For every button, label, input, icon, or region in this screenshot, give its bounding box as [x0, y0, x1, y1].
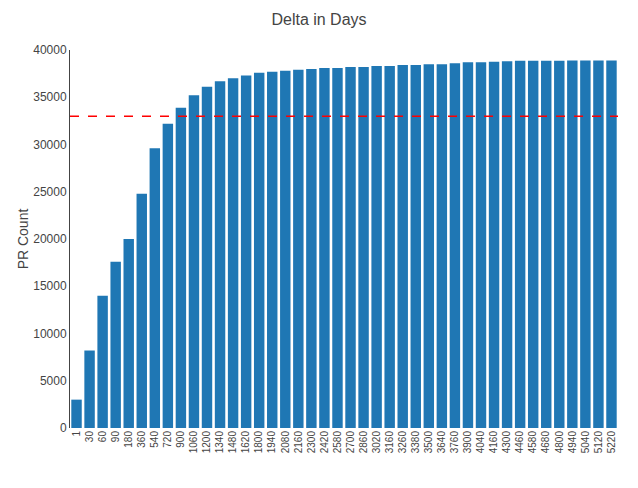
- svg-text:5220: 5220: [606, 431, 617, 454]
- svg-text:3380: 3380: [410, 431, 421, 454]
- svg-text:2080: 2080: [280, 431, 291, 454]
- svg-text:15000: 15000: [33, 279, 67, 293]
- svg-text:5040: 5040: [580, 431, 591, 454]
- svg-text:540: 540: [149, 431, 160, 448]
- svg-text:4460: 4460: [514, 431, 525, 454]
- svg-text:1940: 1940: [266, 431, 277, 454]
- svg-text:900: 900: [175, 431, 186, 448]
- svg-text:40000: 40000: [33, 43, 67, 57]
- svg-text:1060: 1060: [188, 431, 199, 454]
- svg-text:3640: 3640: [436, 431, 447, 454]
- svg-text:4940: 4940: [567, 431, 578, 454]
- svg-text:10000: 10000: [33, 327, 67, 341]
- svg-text:3760: 3760: [449, 431, 460, 454]
- svg-text:2860: 2860: [358, 431, 369, 454]
- svg-text:180: 180: [123, 431, 134, 448]
- svg-text:1620: 1620: [240, 431, 251, 454]
- svg-text:4160: 4160: [488, 431, 499, 454]
- svg-text:0: 0: [60, 421, 67, 435]
- svg-text:360: 360: [136, 431, 147, 448]
- svg-text:20000: 20000: [33, 232, 67, 246]
- svg-text:2160: 2160: [293, 431, 304, 454]
- svg-text:1480: 1480: [227, 431, 238, 454]
- svg-text:PR Count: PR Count: [15, 209, 31, 270]
- svg-text:3020: 3020: [371, 431, 382, 454]
- svg-text:2700: 2700: [345, 431, 356, 454]
- svg-text:3900: 3900: [462, 431, 473, 454]
- svg-text:5120: 5120: [593, 431, 604, 454]
- svg-text:3160: 3160: [384, 431, 395, 454]
- svg-text:4300: 4300: [501, 431, 512, 454]
- svg-text:Delta in Days: Delta in Days: [271, 11, 366, 28]
- svg-text:1200: 1200: [201, 431, 212, 454]
- svg-text:35000: 35000: [33, 90, 67, 104]
- svg-text:90: 90: [110, 431, 121, 443]
- svg-text:4680: 4680: [540, 431, 551, 454]
- svg-text:60: 60: [97, 431, 108, 443]
- svg-text:4040: 4040: [475, 431, 486, 454]
- svg-text:3260: 3260: [397, 431, 408, 454]
- svg-text:3500: 3500: [423, 431, 434, 454]
- svg-text:720: 720: [162, 431, 173, 448]
- svg-text:2300: 2300: [306, 431, 317, 454]
- svg-text:30000: 30000: [33, 138, 67, 152]
- svg-text:4800: 4800: [554, 431, 565, 454]
- svg-text:1800: 1800: [253, 431, 264, 454]
- svg-text:4580: 4580: [527, 431, 538, 454]
- svg-text:1340: 1340: [214, 431, 225, 454]
- svg-text:25000: 25000: [33, 185, 67, 199]
- svg-text:5000: 5000: [40, 374, 67, 388]
- svg-text:1: 1: [71, 431, 82, 437]
- svg-text:2420: 2420: [319, 431, 330, 454]
- svg-text:2580: 2580: [332, 431, 343, 454]
- svg-text:30: 30: [84, 431, 95, 443]
